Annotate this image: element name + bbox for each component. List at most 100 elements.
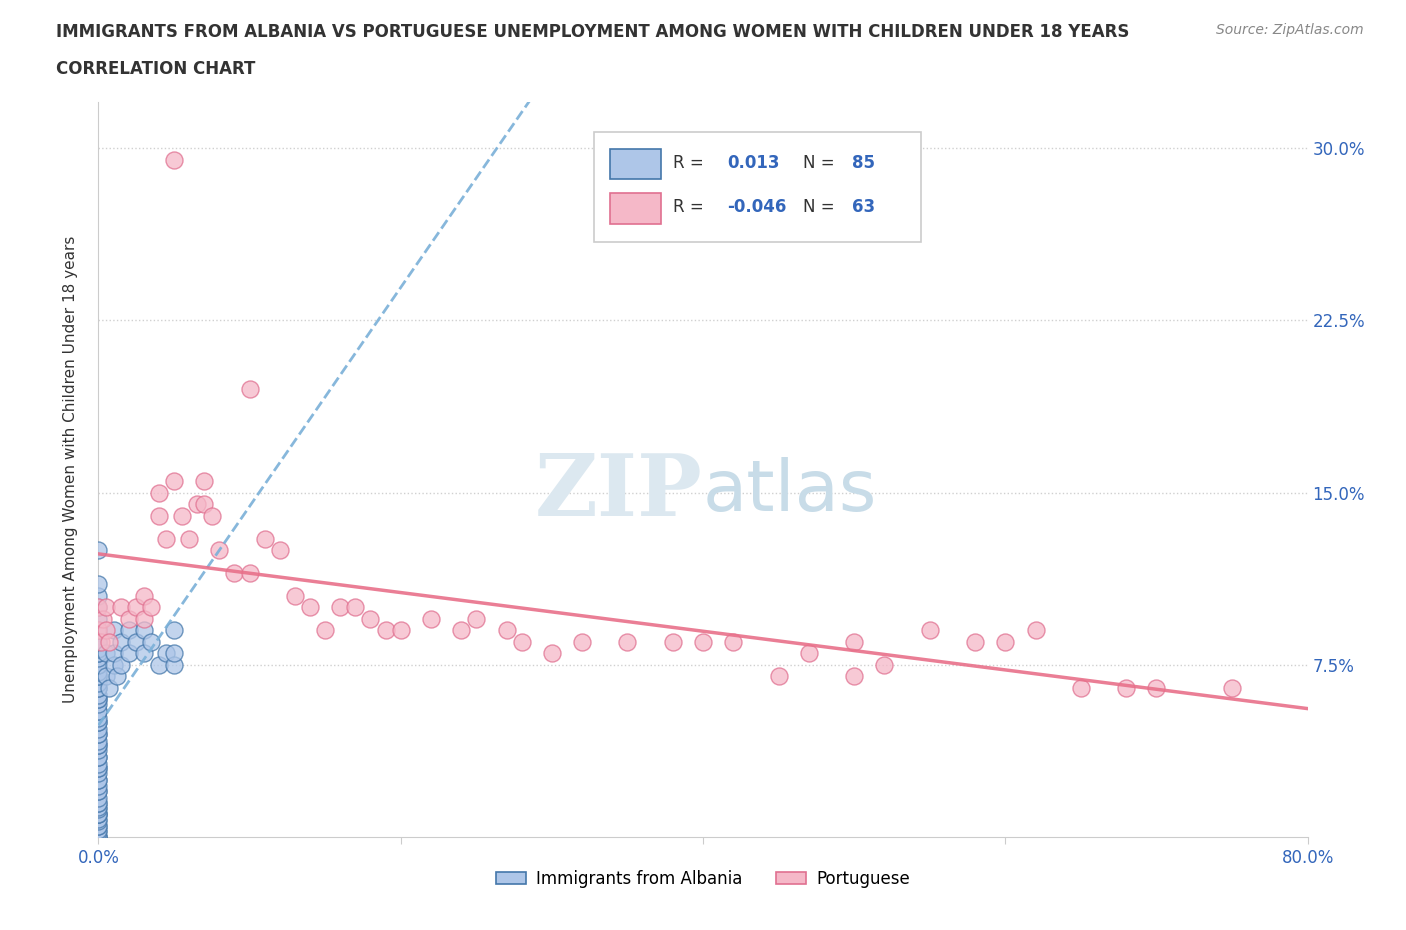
- Point: [87, 634, 110, 649]
- Point: [87, 646, 110, 661]
- Point: [201, 508, 224, 523]
- Point: [163, 153, 186, 167]
- Point: [87, 818, 110, 833]
- Point: [110, 658, 132, 672]
- Point: [465, 611, 488, 626]
- Point: [87, 697, 110, 711]
- Text: R =: R =: [672, 198, 703, 216]
- FancyBboxPatch shape: [610, 193, 661, 223]
- Point: [193, 497, 215, 512]
- Point: [118, 611, 141, 626]
- Point: [163, 623, 186, 638]
- Point: [94, 623, 117, 638]
- Point: [148, 485, 170, 500]
- Point: [87, 642, 110, 657]
- Point: [155, 646, 177, 661]
- Point: [155, 531, 177, 546]
- Point: [87, 750, 110, 764]
- Point: [87, 664, 110, 679]
- Point: [87, 814, 110, 829]
- Point: [87, 711, 110, 725]
- Point: [87, 823, 110, 838]
- Point: [87, 715, 110, 730]
- Point: [179, 531, 201, 546]
- Point: [87, 726, 110, 741]
- Point: [768, 669, 790, 684]
- Point: [87, 634, 110, 649]
- Point: [87, 600, 110, 615]
- Point: [141, 634, 163, 649]
- Point: [87, 726, 110, 741]
- Text: Source: ZipAtlas.com: Source: ZipAtlas.com: [1216, 23, 1364, 37]
- Text: CORRELATION CHART: CORRELATION CHART: [56, 60, 256, 78]
- Point: [87, 623, 110, 638]
- Point: [98, 634, 121, 649]
- Point: [87, 669, 110, 684]
- Point: [87, 802, 110, 817]
- Point: [571, 634, 593, 649]
- Point: [87, 703, 110, 718]
- Point: [420, 611, 443, 626]
- Point: [87, 623, 110, 638]
- Point: [87, 737, 110, 752]
- Point: [87, 681, 110, 696]
- Point: [87, 733, 110, 748]
- Point: [239, 382, 262, 397]
- Point: [94, 600, 117, 615]
- Point: [1144, 681, 1167, 696]
- Point: [389, 623, 412, 638]
- Point: [540, 646, 562, 661]
- Point: [208, 542, 231, 557]
- Point: [125, 634, 148, 649]
- Point: [87, 772, 110, 787]
- Point: [87, 811, 110, 826]
- Point: [98, 681, 121, 696]
- Point: [87, 830, 110, 844]
- Point: [87, 646, 110, 661]
- Point: [253, 531, 276, 546]
- Point: [141, 600, 163, 615]
- Point: [87, 806, 110, 821]
- Point: [873, 658, 896, 672]
- Point: [994, 634, 1017, 649]
- Text: 0.013: 0.013: [727, 153, 780, 171]
- Point: [87, 806, 110, 821]
- Point: [87, 750, 110, 764]
- Point: [344, 600, 367, 615]
- Point: [87, 818, 110, 833]
- Point: [148, 658, 170, 672]
- Point: [87, 687, 110, 702]
- Point: [132, 646, 155, 661]
- Text: R =: R =: [672, 153, 703, 171]
- Point: [87, 765, 110, 780]
- Point: [87, 742, 110, 757]
- Point: [797, 646, 820, 661]
- Point: [87, 692, 110, 707]
- Point: [118, 646, 141, 661]
- Point: [105, 669, 128, 684]
- Text: atlas: atlas: [703, 458, 877, 526]
- Point: [1070, 681, 1092, 696]
- Point: [103, 658, 125, 672]
- Point: [91, 611, 114, 626]
- Point: [450, 623, 472, 638]
- Point: [87, 761, 110, 776]
- Point: [110, 634, 132, 649]
- Point: [239, 565, 262, 580]
- FancyBboxPatch shape: [610, 149, 661, 179]
- Point: [1220, 681, 1243, 696]
- Point: [87, 737, 110, 752]
- Point: [87, 669, 110, 684]
- Point: [87, 722, 110, 737]
- Point: [329, 600, 352, 615]
- Point: [918, 623, 941, 638]
- Point: [132, 589, 155, 604]
- Point: [360, 611, 382, 626]
- Point: [118, 623, 141, 638]
- Point: [87, 756, 110, 771]
- Point: [844, 634, 866, 649]
- Point: [125, 600, 148, 615]
- Point: [284, 589, 307, 604]
- Point: [94, 669, 117, 684]
- Point: [965, 634, 987, 649]
